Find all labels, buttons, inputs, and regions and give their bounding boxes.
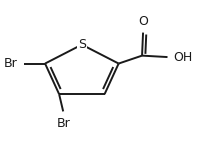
Text: Br: Br xyxy=(56,117,70,130)
Text: Br: Br xyxy=(4,57,18,70)
Text: S: S xyxy=(78,38,86,51)
Text: O: O xyxy=(138,15,148,28)
Text: OH: OH xyxy=(174,51,193,64)
